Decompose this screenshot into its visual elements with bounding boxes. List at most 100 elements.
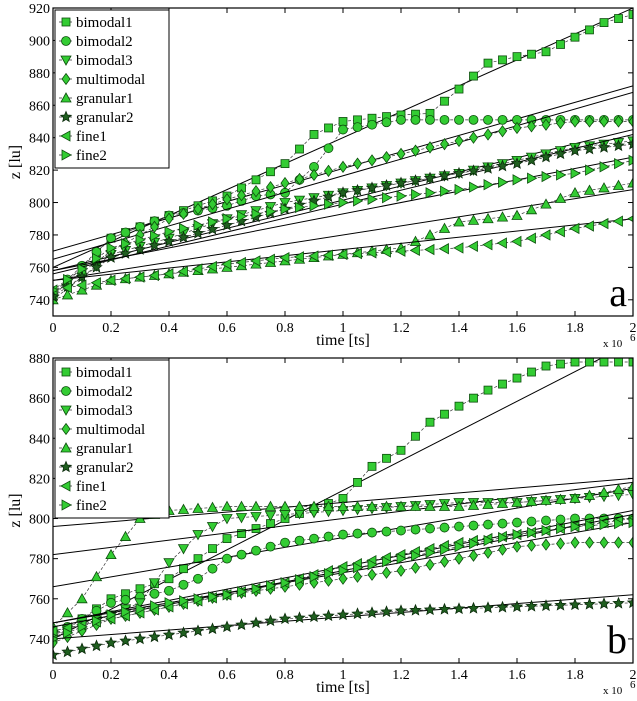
point-fine2 — [208, 591, 219, 603]
point-fine2 — [280, 203, 291, 215]
point-granular1 — [627, 480, 633, 491]
point-fine2 — [121, 238, 132, 250]
point-bimodal2 — [149, 588, 160, 599]
point-granular2 — [438, 602, 451, 615]
point-fine2 — [628, 516, 633, 529]
point-fine2 — [353, 195, 364, 207]
point-multimodal — [454, 134, 464, 148]
x-tick-label: 1 — [340, 668, 347, 683]
point-granular2 — [467, 164, 480, 177]
y-tick-label: 860 — [29, 99, 50, 114]
point-granular1 — [525, 495, 538, 506]
point-bimodal2 — [483, 114, 493, 125]
point-granular1 — [293, 500, 306, 511]
legend-label-bimodal2: bimodal2 — [76, 384, 133, 400]
point-fine1 — [279, 251, 290, 264]
point-bimodal1 — [628, 358, 633, 367]
point-multimodal — [440, 137, 449, 151]
point-bimodal2 — [280, 537, 290, 548]
point-fine2 — [222, 213, 233, 225]
point-multimodal — [527, 539, 536, 552]
point-multimodal — [280, 176, 290, 190]
point-fine2 — [179, 595, 190, 607]
point-fine2 — [628, 154, 633, 167]
legend-label-fine1: fine1 — [76, 129, 107, 145]
point-bimodal1 — [614, 358, 623, 367]
legend-marker-bimodal1 — [61, 17, 71, 27]
point-bimodal2 — [120, 227, 131, 238]
point-multimodal — [599, 536, 609, 549]
x-tick-label: 1.2 — [392, 321, 410, 336]
point-granular1 — [351, 500, 364, 511]
point-multimodal — [527, 120, 536, 133]
point-bimodal2 — [323, 143, 334, 154]
point-bimodal1 — [483, 58, 493, 68]
point-bimodal1 — [222, 534, 232, 543]
point-multimodal — [512, 540, 522, 553]
point-granular2 — [249, 616, 263, 629]
point-granular2 — [612, 139, 625, 152]
legend-label-granular2: granular2 — [76, 110, 133, 126]
point-fine2 — [193, 593, 204, 605]
point-bimodal1 — [411, 431, 420, 441]
legend-marker-bimodal3 — [60, 405, 72, 416]
data-line-bimodal3 — [53, 140, 633, 301]
point-fine1 — [148, 269, 159, 282]
point-fine2 — [251, 583, 262, 595]
point-granular2 — [409, 174, 422, 186]
point-bimodal1 — [208, 544, 217, 554]
point-fine2 — [164, 226, 175, 238]
point-fine2 — [150, 600, 161, 612]
point-granular1 — [583, 184, 596, 195]
point-bimodal2 — [541, 515, 551, 526]
point-granular2 — [90, 260, 103, 273]
point-fine1 — [540, 229, 551, 241]
point-fine2 — [135, 603, 146, 615]
point-granular1 — [322, 500, 335, 511]
point-granular2 — [554, 598, 567, 611]
point-fine1 — [583, 220, 594, 232]
point-multimodal — [425, 141, 435, 154]
point-fine2 — [237, 586, 248, 598]
x-multiplier-exponent: 6 — [630, 332, 636, 344]
x-tick-label: 1.6 — [508, 668, 526, 683]
point-multimodal — [164, 212, 174, 225]
point-bimodal1 — [570, 358, 580, 367]
point-fine2 — [527, 526, 538, 539]
point-bimodal1 — [570, 32, 580, 42]
point-granular2 — [104, 636, 118, 649]
point-bimodal3 — [206, 522, 219, 533]
point-fine1 — [496, 237, 507, 249]
point-bimodal2 — [570, 513, 580, 524]
point-bimodal2 — [512, 517, 522, 528]
x-tick-label: 1.6 — [508, 321, 526, 336]
point-fine2 — [411, 188, 422, 201]
y-tick-label: 800 — [29, 197, 50, 212]
y-tick-label: 840 — [29, 432, 50, 447]
point-bimodal1 — [469, 71, 478, 81]
point-bimodal1 — [382, 453, 391, 463]
legend-marker-multimodal — [61, 422, 71, 436]
point-fine2 — [454, 540, 465, 553]
point-bimodal2 — [425, 114, 435, 125]
y-tick-label: 920 — [29, 2, 50, 17]
point-fine2 — [425, 546, 436, 559]
point-bimodal3 — [163, 558, 175, 569]
point-granular2 — [322, 609, 335, 622]
y-tick-label: 780 — [29, 553, 50, 568]
point-bimodal3 — [192, 530, 204, 541]
point-multimodal — [396, 564, 406, 577]
point-bimodal2 — [120, 594, 131, 605]
point-multimodal — [266, 180, 275, 194]
point-fine2 — [266, 205, 277, 218]
point-bimodal3 — [221, 514, 233, 525]
point-granular2 — [336, 186, 350, 199]
legend-marker-bimodal3 — [60, 55, 72, 66]
point-granular1 — [235, 500, 248, 511]
point-fine2 — [338, 565, 349, 577]
point-granular2 — [568, 144, 582, 156]
point-granular2 — [539, 599, 553, 612]
point-granular1 — [424, 500, 436, 511]
point-bimodal1 — [338, 117, 348, 126]
x-tick-label: 0 — [50, 321, 57, 336]
